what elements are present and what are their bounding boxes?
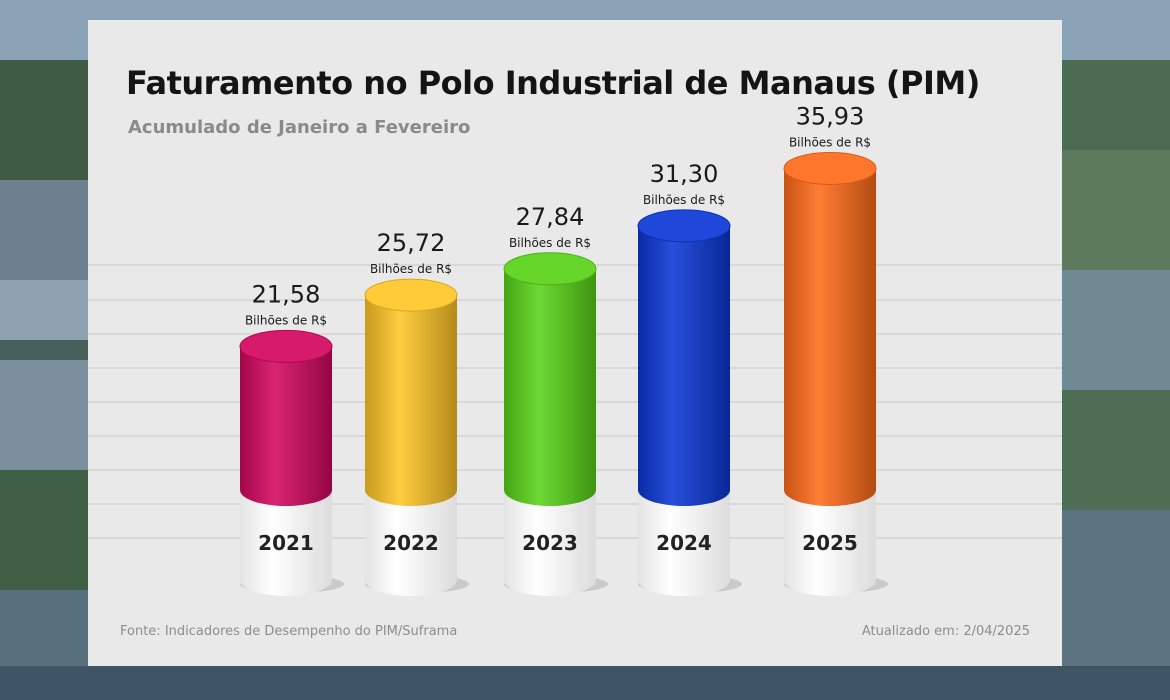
unit-label: Bilhões de R$	[643, 193, 725, 207]
chart-title: Faturamento no Polo Industrial de Manaus…	[126, 64, 980, 102]
value-label: 31,30	[650, 160, 719, 188]
chart-subtitle: Acumulado de Janeiro a Fevereiro	[128, 117, 471, 138]
bar-base	[504, 490, 596, 596]
bar-2021: 2021 21,58 Bilhões de R$	[239, 280, 344, 596]
bars: 2021 21,58 Bilhões de R$ 2022 25,72 Bilhões d…	[239, 102, 888, 596]
bar-top	[637, 209, 731, 243]
unit-label: Bilhões de R$	[789, 135, 871, 149]
bar-body	[240, 346, 332, 506]
bar-2022: 2022 25,72 Bilhões de R$	[364, 229, 469, 596]
bar-body	[638, 225, 730, 506]
unit-label: Bilhões de R$	[245, 313, 327, 327]
bar-2024: 2024 31,30 Bilhões de R$	[637, 160, 742, 596]
bar-2025: 2025 35,93 Bilhões de R$	[783, 102, 888, 596]
bar-top	[503, 252, 597, 286]
category-label: 2025	[802, 531, 858, 555]
bar-body	[784, 168, 876, 506]
bar-chart: 2021 21,58 Bilhões de R$ 2022 25,72 Bilhões d…	[88, 102, 1062, 596]
bar-base	[240, 490, 332, 596]
source-note: Fonte: Indicadores de Desempenho do PIM/…	[120, 624, 458, 639]
unit-label: Bilhões de R$	[509, 236, 591, 250]
bar-base	[784, 490, 876, 596]
category-label: 2021	[258, 531, 314, 555]
unit-label: Bilhões de R$	[370, 262, 452, 276]
bar-2023: 2023 27,84 Bilhões de R$	[503, 203, 608, 596]
value-label: 21,58	[252, 280, 321, 308]
category-label: 2022	[383, 531, 439, 555]
category-label: 2024	[656, 531, 712, 555]
bar-base	[638, 490, 730, 596]
value-label: 25,72	[377, 229, 446, 257]
bar-body	[504, 268, 596, 506]
category-label: 2023	[522, 531, 578, 555]
value-label: 27,84	[516, 203, 585, 231]
bar-top	[783, 151, 877, 185]
bar-body	[365, 295, 457, 506]
value-label: 35,93	[796, 102, 865, 130]
chart-card: 2021 21,58 Bilhões de R$ 2022 25,72 Bilhões d…	[88, 20, 1062, 666]
bar-top	[364, 278, 458, 312]
bar-base	[365, 490, 457, 596]
bar-top	[239, 329, 333, 363]
updated-note: Atualizado em: 2/04/2025	[861, 624, 1030, 639]
